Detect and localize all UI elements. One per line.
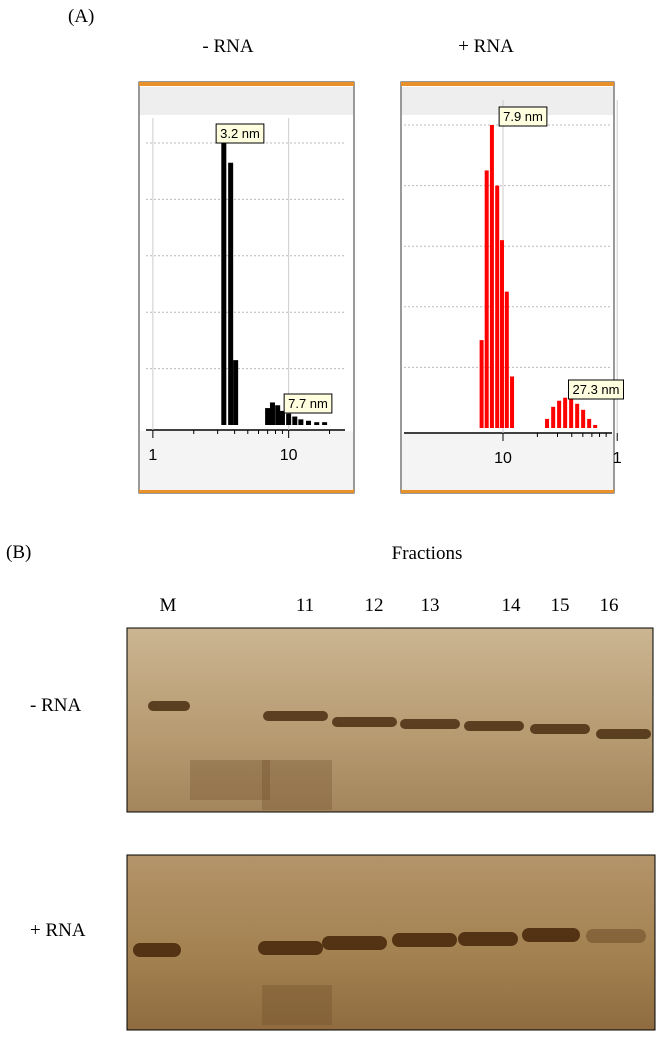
bar — [557, 400, 562, 428]
bar — [269, 402, 275, 425]
gel-smear — [262, 760, 332, 810]
bar — [581, 409, 586, 428]
gel-band — [522, 928, 580, 942]
gel-smear — [190, 760, 270, 800]
bar — [569, 397, 574, 428]
annotation: 7.9 nm — [503, 109, 543, 124]
gel-band — [586, 929, 646, 943]
gel-band — [392, 933, 457, 947]
footer-band — [402, 434, 613, 490]
gel-band — [133, 943, 181, 957]
bar — [495, 185, 500, 428]
bar — [292, 416, 298, 425]
bar — [479, 340, 484, 428]
annotation: 7.7 nm — [288, 396, 328, 411]
header-band — [140, 87, 353, 115]
bar — [228, 162, 234, 426]
lane-label: M — [160, 595, 177, 616]
bar — [233, 360, 239, 425]
gel-image — [126, 854, 656, 1031]
bar — [489, 125, 494, 428]
bar — [563, 397, 568, 428]
bar — [314, 422, 320, 425]
bar — [484, 170, 489, 428]
gels — [126, 627, 656, 1031]
annotation: 3.2 nm — [220, 126, 260, 141]
lane-label: 14 — [502, 595, 522, 616]
lane-label: 12 — [365, 595, 384, 616]
gel-title: Fractions — [392, 543, 463, 564]
x-tick-label: 1 — [613, 450, 622, 467]
annotation-box — [498, 106, 548, 127]
panel-label: (A) — [68, 6, 94, 27]
bar — [545, 418, 550, 428]
x-tick-label: 10 — [280, 447, 298, 464]
bar — [279, 410, 285, 425]
bar — [221, 143, 227, 425]
lane-label: 11 — [296, 595, 314, 616]
x-tick-label: 10 — [494, 450, 512, 467]
bar — [305, 420, 311, 425]
lane-label: 15 — [551, 595, 570, 616]
bar — [499, 240, 504, 428]
bar — [551, 406, 556, 428]
bar — [298, 419, 304, 425]
panel-label: (B) — [6, 542, 31, 563]
chart-title: + RNA — [458, 36, 514, 57]
gel-band — [322, 936, 387, 950]
annotation-box — [283, 393, 333, 414]
gel-band — [464, 721, 524, 731]
gel-band — [400, 719, 460, 729]
chart-title: - RNA — [202, 36, 253, 57]
bar — [286, 413, 292, 425]
bar — [587, 418, 592, 428]
gel-band — [148, 701, 190, 711]
annotation: 27.3 nm — [573, 382, 620, 397]
footer-band — [140, 431, 353, 490]
bar — [575, 403, 580, 428]
annotation-box — [215, 123, 265, 144]
gel-band — [458, 932, 518, 946]
gel-band — [263, 711, 328, 721]
row-label: + RNA — [30, 920, 86, 941]
bar — [275, 405, 281, 425]
gel-band — [332, 717, 397, 727]
bar — [504, 291, 509, 428]
x-tick-label: 1 — [148, 447, 157, 464]
gel-smear — [262, 985, 332, 1025]
gel-band — [258, 941, 323, 955]
row-label: - RNA — [30, 695, 81, 716]
bar — [510, 376, 515, 428]
lane-label: 13 — [421, 595, 440, 616]
gel-band — [596, 729, 651, 739]
lane-label: 16 — [600, 595, 619, 616]
chart-frame — [400, 81, 615, 494]
gel-band — [530, 724, 590, 734]
annotation-box — [568, 379, 624, 400]
bar — [265, 408, 271, 425]
bar — [593, 424, 598, 428]
bar — [322, 422, 328, 425]
